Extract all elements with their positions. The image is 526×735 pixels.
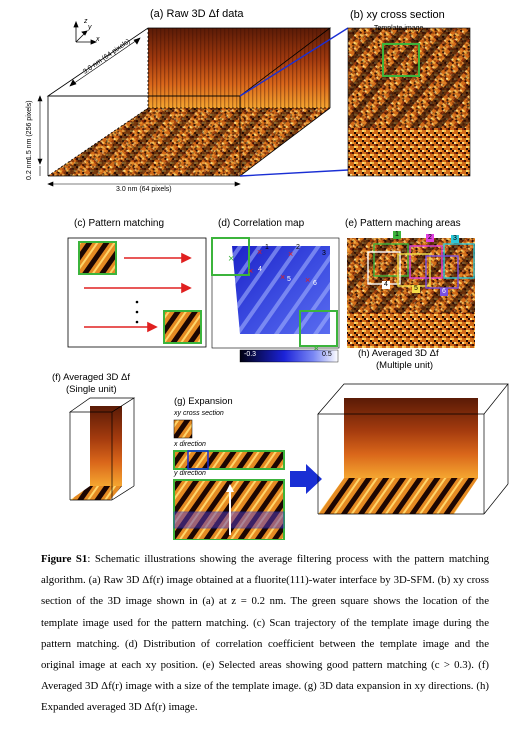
- panel-h-subtitle: (Multiple unit): [376, 360, 434, 371]
- figure-caption: Figure S1: Schematic illustrations showi…: [41, 549, 489, 719]
- panel-e-number-4: 4: [384, 281, 388, 288]
- colorbar-max-label: 0.5: [322, 351, 332, 358]
- panel-a-dim-x: 3.0 nm (64 pixels): [116, 186, 172, 193]
- panel-f-title: (f) Averaged 3D Δf: [52, 372, 130, 383]
- svg-text:×: ×: [313, 343, 319, 355]
- svg-text:×: ×: [305, 275, 310, 285]
- svg-text:×: ×: [228, 253, 234, 265]
- panel-d-number-3: 3: [322, 250, 326, 257]
- axis-x-label: x: [96, 36, 100, 43]
- svg-text:×: ×: [280, 272, 285, 282]
- panel-f-subtitle: (Single unit): [66, 384, 117, 395]
- panel-e-image: [347, 231, 475, 348]
- panel-h-title: (h) Averaged 3D Δf: [358, 348, 439, 359]
- panel-e-number-6: 6: [442, 288, 446, 295]
- panel-g-title: (g) Expansion: [174, 396, 233, 407]
- figure-graphics: × × × × × × ×: [37, 20, 509, 540]
- panel-b-image: [347, 27, 471, 177]
- axes-icon: [73, 20, 98, 45]
- panel-d-number-2: 2: [296, 244, 300, 251]
- colorbar-min-label: -0.3: [244, 351, 257, 358]
- panel-b-template-label: Template image: [374, 25, 424, 32]
- svg-text:×: ×: [257, 247, 262, 257]
- panel-f-cube: [68, 397, 136, 501]
- panel-d-title: (d) Correlation map: [218, 218, 305, 229]
- panel-g-expansion: [173, 419, 322, 540]
- panel-g-sub-x: x direction: [174, 441, 206, 448]
- caption-label: Figure S1: [41, 553, 88, 565]
- panel-d-number-4: 4: [258, 266, 262, 273]
- panel-e-number-3: 3: [453, 235, 457, 242]
- panel-e-number-5: 5: [414, 285, 418, 292]
- panel-e-title: (e) Pattern maching areas: [345, 218, 461, 229]
- panel-d-number-1: 1: [265, 244, 269, 251]
- axis-z-label: z: [84, 18, 88, 25]
- svg-text:×: ×: [288, 249, 293, 259]
- panel-g-sub-xy: xy cross section: [174, 410, 224, 417]
- panel-a-title: (a) Raw 3D Δf data: [150, 8, 244, 20]
- panel-d-number-5: 5: [287, 276, 291, 283]
- panel-e-number-2: 2: [428, 234, 432, 241]
- panel-b-title: (b) xy cross section: [350, 9, 445, 21]
- panel-c-title: (c) Pattern matching: [74, 218, 165, 229]
- panel-e-number-1: 1: [395, 231, 399, 238]
- panel-a-cube: [37, 27, 349, 187]
- panel-d-map: × × × × × × ×: [211, 237, 340, 363]
- axis-y-label: y: [88, 24, 92, 31]
- panel-a-dim-z: 1.5 nm (256 pixels): [26, 100, 33, 160]
- svg-text:×: ×: [248, 266, 253, 276]
- panel-a-z0: 0.2 nm: [26, 158, 33, 180]
- caption-text: : Schematic illustrations showing the av…: [41, 553, 489, 714]
- panel-g-sub-y: y direction: [174, 470, 206, 477]
- panel-d-number-6: 6: [313, 280, 317, 287]
- panel-c-diagram: [67, 237, 207, 348]
- panel-h-cube: [317, 383, 509, 515]
